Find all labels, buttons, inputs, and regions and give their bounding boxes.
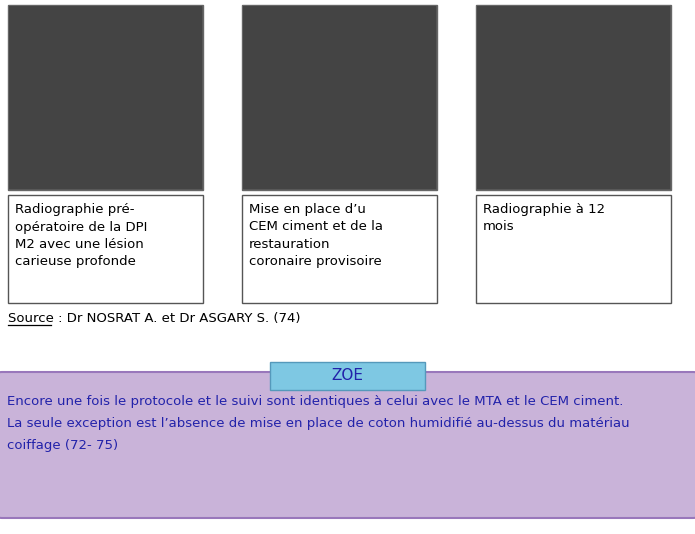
FancyBboxPatch shape [9, 6, 202, 189]
Text: La seule exception est l’absence de mise en place de coton humidifié au-dessus d: La seule exception est l’absence de mise… [7, 417, 630, 430]
FancyBboxPatch shape [477, 6, 670, 189]
FancyBboxPatch shape [242, 195, 437, 303]
FancyBboxPatch shape [8, 5, 203, 190]
Text: coiffage (72- 75): coiffage (72- 75) [7, 439, 118, 452]
FancyBboxPatch shape [0, 372, 695, 518]
FancyBboxPatch shape [8, 195, 203, 303]
FancyBboxPatch shape [243, 6, 436, 189]
Text: ZOE: ZOE [332, 368, 363, 383]
Text: Radiographie pré-
opératoire de la DPI
M2 avec une lésion
carieuse profonde: Radiographie pré- opératoire de la DPI M… [15, 203, 147, 269]
FancyBboxPatch shape [242, 5, 437, 190]
Text: Radiographie à 12
mois: Radiographie à 12 mois [483, 203, 605, 233]
Text: Encore une fois le protocole et le suivi sont identiques à celui avec le MTA et : Encore une fois le protocole et le suivi… [7, 395, 623, 408]
Text: Mise en place d’u
CEM ciment et de la
restauration
coronaire provisoire: Mise en place d’u CEM ciment et de la re… [249, 203, 383, 269]
FancyBboxPatch shape [270, 362, 425, 390]
FancyBboxPatch shape [476, 195, 671, 303]
Text: Source : Dr NOSRAT A. et Dr ASGARY S. (74): Source : Dr NOSRAT A. et Dr ASGARY S. (7… [8, 312, 300, 325]
FancyBboxPatch shape [476, 5, 671, 190]
